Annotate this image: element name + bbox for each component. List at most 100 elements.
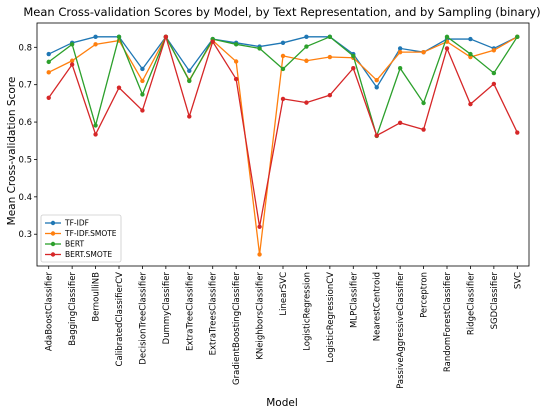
data-point-tf-idf xyxy=(374,85,379,90)
data-point-tf-idf xyxy=(468,36,473,42)
data-point-tf-idf-smote xyxy=(491,48,497,53)
data-point-bert-smote xyxy=(187,114,192,119)
data-point-bert-smote xyxy=(140,108,145,113)
data-point-bert-smote xyxy=(210,39,215,44)
legend-marker xyxy=(50,252,56,257)
data-point-tf-idf-smote xyxy=(327,54,333,60)
x-tick-label: DummyClassifier xyxy=(162,271,172,344)
legend-label: TF-IDF xyxy=(64,219,89,228)
data-point-tf-idf-smote xyxy=(69,58,75,63)
data-point-bert-smote xyxy=(280,96,286,102)
data-point-bert-smote xyxy=(257,224,262,229)
data-point-tf-idf xyxy=(140,66,145,72)
chart-title: Mean Cross-validation Scores by Model, b… xyxy=(23,5,540,19)
data-point-tf-idf-smote xyxy=(397,49,403,55)
data-point-bert-smote xyxy=(351,66,356,71)
data-point-bert xyxy=(468,51,473,57)
x-tick-label: RandomForestClassifier xyxy=(443,272,453,373)
data-point-bert xyxy=(93,123,98,128)
data-point-bert xyxy=(515,34,520,40)
x-tick-label: RidgeClassifier xyxy=(466,271,476,335)
data-point-bert xyxy=(233,42,239,47)
legend-box xyxy=(40,214,122,263)
data-point-bert-smote xyxy=(397,120,403,126)
data-point-bert xyxy=(421,100,426,106)
legend-label: BERT xyxy=(65,240,85,249)
legend-marker xyxy=(50,231,56,236)
x-tick-label: GradientBoostingClassifier xyxy=(232,271,242,384)
data-point-bert-smote xyxy=(46,95,51,100)
y-tick-label: 0.8 xyxy=(18,43,32,53)
data-point-bert-smote xyxy=(444,46,450,51)
data-point-tf-idf xyxy=(397,46,403,51)
data-point-bert-smote xyxy=(327,92,333,98)
data-point-bert xyxy=(46,59,51,65)
data-point-tf-idf-smote xyxy=(46,70,51,75)
x-tick-label: BaggingClassifier xyxy=(68,271,78,345)
data-point-bert xyxy=(116,34,122,40)
y-axis: 0.3 0.4 0.5 0.6 0.7 0.8 xyxy=(18,43,37,240)
y-tick-label: 0.5 xyxy=(18,155,32,165)
data-point-tf-idf xyxy=(46,51,51,57)
data-point-bert-smote xyxy=(515,130,520,135)
x-axis: AdaBoostClassifier BaggingClassifier Berno… xyxy=(45,266,523,389)
data-point-tf-idf-smote xyxy=(304,58,309,63)
data-point-bert-smote xyxy=(491,81,497,87)
data-point-tf-idf-smote xyxy=(374,77,379,83)
x-tick-label: AdaBoostClassifier xyxy=(45,272,55,352)
x-tick-label: ExtraTreeClassifier xyxy=(185,271,195,350)
data-point-bert-smote xyxy=(304,100,309,105)
data-point-tf-idf xyxy=(93,34,98,40)
data-point-bert-smote xyxy=(163,34,169,40)
data-point-bert xyxy=(257,46,262,51)
x-tick-label: SGDClassifier xyxy=(490,272,500,330)
x-tick-label: Perceptron xyxy=(420,272,430,318)
data-point-tf-idf-smote xyxy=(140,78,145,84)
series-line-bert-smote xyxy=(48,34,518,227)
y-tick-label: 0.6 xyxy=(18,118,32,128)
data-point-bert xyxy=(351,53,356,59)
data-point-tf-idf-smote xyxy=(421,49,426,55)
data-point-bert xyxy=(304,44,309,49)
data-point-bert xyxy=(444,34,450,40)
x-tick-label: MLPClassifier xyxy=(349,271,359,328)
data-point-tf-idf-smote xyxy=(257,252,262,257)
series-layer xyxy=(46,34,520,257)
data-point-bert xyxy=(69,42,75,47)
data-point-bert-smote xyxy=(374,133,379,138)
x-tick-label: LogisticRegressionCV xyxy=(326,272,336,363)
x-tick-label: CalibratedClassifierCV xyxy=(115,272,125,367)
data-point-bert-smote xyxy=(116,85,122,90)
legend-label: BERT.SMOTE xyxy=(65,250,112,259)
data-point-bert-smote xyxy=(69,62,75,67)
data-point-bert xyxy=(491,70,497,76)
data-point-bert xyxy=(280,66,286,72)
data-point-bert-smote xyxy=(233,76,239,82)
data-point-tf-idf-smote xyxy=(233,59,239,64)
y-axis-label: Mean Cross-validation Score xyxy=(6,77,18,226)
legend-marker xyxy=(50,241,56,247)
legend-label: TF-IDF.SMOTE xyxy=(64,229,117,238)
y-tick-label: 0.4 xyxy=(18,193,32,203)
x-tick-label: DecisionTreeClassifier xyxy=(138,271,148,364)
data-point-tf-idf-smote xyxy=(280,53,286,59)
data-point-bert-smote xyxy=(93,132,98,137)
data-point-tf-idf xyxy=(280,40,286,46)
data-point-bert xyxy=(397,66,403,71)
data-point-tf-idf-smote xyxy=(93,42,98,47)
x-tick-label: NearestCentroid xyxy=(373,272,383,341)
x-tick-label: KNeighborsClassifier xyxy=(256,272,266,360)
data-point-tf-idf xyxy=(187,68,192,74)
data-point-bert-smote xyxy=(468,101,473,107)
data-point-bert xyxy=(187,78,192,84)
y-tick-label: 0.7 xyxy=(18,81,32,91)
data-point-bert xyxy=(327,34,333,40)
x-tick-label: ExtraTreesClassifier xyxy=(209,272,219,356)
legend-marker xyxy=(50,220,56,226)
x-tick-label: PassiveAggressiveClassifier xyxy=(396,271,406,388)
x-tick-label: BernoulliNB xyxy=(92,272,102,322)
x-tick-label: LinearSVC xyxy=(279,272,289,316)
data-point-bert-smote xyxy=(421,127,426,132)
